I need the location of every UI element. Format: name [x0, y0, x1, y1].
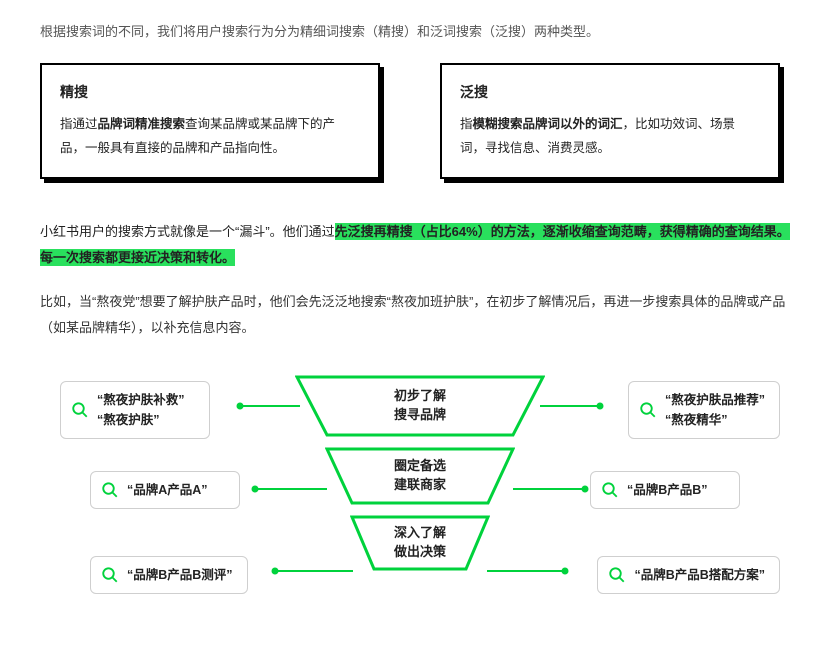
query-line: “品牌A产品A”	[127, 480, 225, 500]
query-box-left-2: “品牌B产品B测评”	[90, 556, 248, 594]
query-box-left-0: “熬夜护肤补救” “熬夜护肤”	[60, 381, 210, 439]
funnel-diagram: “熬夜护肤补救” “熬夜护肤” “品牌A产品A” “品牌B产品B测评” “熬夜护…	[40, 371, 800, 651]
query-line: “熬夜精华”	[665, 410, 765, 430]
search-icon	[71, 401, 89, 419]
def-bold: 模糊搜索品牌词以外的词汇	[473, 117, 623, 131]
stage-line2: 搜寻品牌	[295, 406, 545, 425]
search-icon	[608, 566, 626, 584]
search-icon	[639, 401, 657, 419]
example-paragraph: 比如，当“熬夜党”想要了解护肤产品时，他们会先泛泛地搜索“熬夜加班护肤”，在初步…	[40, 289, 798, 341]
def-pre: 指通过	[60, 117, 98, 131]
def-pre: 指	[460, 117, 473, 131]
search-icon	[101, 481, 119, 499]
connector-line	[240, 405, 300, 407]
funnel-stage-0: 初步了解 搜寻品牌	[295, 375, 545, 437]
query-line: “品牌B产品B搭配方案”	[634, 565, 765, 585]
stage-line1: 初步了解	[295, 387, 545, 406]
query-box-right-2: “品牌B产品B搭配方案”	[597, 556, 780, 594]
query-box-right-1: “品牌B产品B”	[590, 471, 740, 509]
query-line: “熬夜护肤”	[97, 410, 195, 430]
funnel-stage-2: 深入了解 做出决策	[350, 515, 490, 571]
query-box-right-0: “熬夜护肤品推荐” “熬夜精华”	[628, 381, 780, 439]
funnel-paragraph: 小红书用户的搜索方式就像是一个“漏斗”。他们通过先泛搜再精搜（占比64%）的方法…	[40, 219, 798, 271]
def-bold: 品牌词精准搜索	[98, 117, 186, 131]
stage-line1: 深入了解	[350, 524, 490, 543]
definition-box-broad: 泛搜 指模糊搜索品牌词以外的词汇，比如功效词、场景词，寻找信息、消费灵感。	[440, 63, 780, 179]
definition-body: 指模糊搜索品牌词以外的词汇，比如功效词、场景词，寻找信息、消费灵感。	[460, 113, 760, 161]
query-line: “熬夜护肤补救”	[97, 390, 195, 410]
query-box-left-1: “品牌A产品A”	[90, 471, 240, 509]
definition-title: 精搜	[60, 79, 360, 106]
para-pre: 小红书用户的搜索方式就像是一个“漏斗”。他们通过	[40, 224, 335, 239]
definition-row: 精搜 指通过品牌词精准搜索查询某品牌或某品牌下的产品，一般具有直接的品牌和产品指…	[40, 63, 798, 179]
search-icon	[601, 481, 619, 499]
query-line: “熬夜护肤品推荐”	[665, 390, 765, 410]
definition-box-precise: 精搜 指通过品牌词精准搜索查询某品牌或某品牌下的产品，一般具有直接的品牌和产品指…	[40, 63, 380, 179]
funnel-stage-1: 圈定备选 建联商家	[325, 447, 515, 505]
search-icon	[101, 566, 119, 584]
funnel-stack: 初步了解 搜寻品牌 圈定备选 建联商家 深入了解 做出决策	[295, 375, 545, 581]
definition-title: 泛搜	[460, 79, 760, 106]
stage-line1: 圈定备选	[325, 457, 515, 476]
query-line: “品牌B产品B测评”	[127, 565, 233, 585]
definition-body: 指通过品牌词精准搜索查询某品牌或某品牌下的产品，一般具有直接的品牌和产品指向性。	[60, 113, 360, 161]
query-line: “品牌B产品B”	[627, 480, 725, 500]
intro-text: 根据搜索词的不同，我们将用户搜索行为分为精细词搜索（精搜）和泛词搜索（泛搜）两种…	[40, 20, 798, 45]
connector-line	[540, 405, 600, 407]
stage-line2: 做出决策	[350, 543, 490, 562]
stage-line2: 建联商家	[325, 476, 515, 495]
